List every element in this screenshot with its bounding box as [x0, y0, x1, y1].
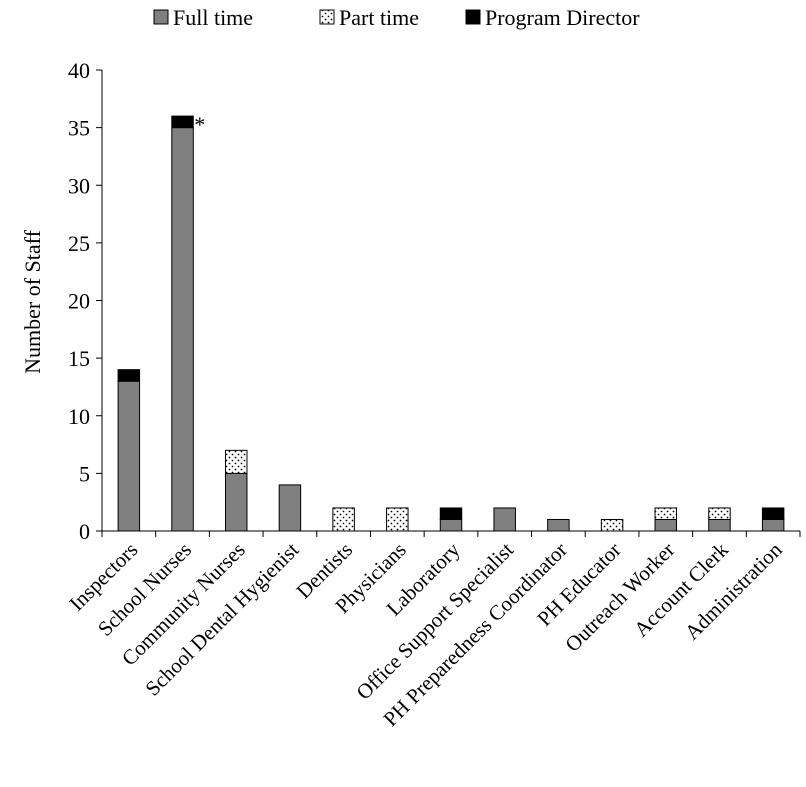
y-tick-label: 30	[68, 173, 90, 198]
legend-swatch	[153, 9, 169, 25]
legend-swatch	[465, 9, 481, 25]
bars: *	[117, 112, 785, 532]
bar-segment	[600, 518, 624, 532]
bar-segment	[761, 507, 785, 520]
y-tick-label: 20	[68, 289, 90, 314]
y-tick-label: 40	[68, 58, 90, 83]
bar-segment	[117, 369, 141, 382]
bar-segment	[224, 449, 248, 474]
bar-segment	[171, 127, 194, 532]
y-axis: 0 5 10 15 20 25 30 35 40	[68, 58, 103, 544]
bar-segment	[278, 484, 302, 532]
bar-segment	[386, 507, 409, 532]
bar-segment	[654, 507, 678, 520]
bar-segment	[708, 518, 731, 532]
annotation-asterisk: *	[194, 112, 205, 137]
legend-label: Program Director	[485, 5, 640, 30]
y-tick-label: 10	[68, 404, 90, 429]
bar-segment	[761, 518, 785, 532]
y-tick-label: 5	[79, 461, 90, 486]
bar-segment	[439, 507, 463, 520]
y-tick-label: 15	[68, 346, 90, 371]
bar-segment	[439, 518, 463, 532]
bar-segment	[332, 507, 355, 532]
y-axis-title: Number of Staff	[20, 229, 45, 373]
legend: Full time Part time Program Director	[153, 5, 640, 30]
bar-segment	[493, 507, 516, 532]
bar-segment	[547, 518, 570, 532]
bar-segment	[224, 472, 248, 532]
y-tick-label: 25	[68, 231, 90, 256]
y-tick-label: 35	[68, 116, 90, 141]
bar-segment	[708, 507, 731, 520]
bar-segment	[171, 115, 194, 129]
legend-label: Full time	[173, 5, 253, 30]
y-tick-label: 0	[79, 519, 90, 544]
bar-segment	[654, 518, 678, 532]
bar-segment	[117, 380, 141, 532]
legend-label: Part time	[339, 5, 419, 30]
legend-swatch	[319, 9, 335, 25]
